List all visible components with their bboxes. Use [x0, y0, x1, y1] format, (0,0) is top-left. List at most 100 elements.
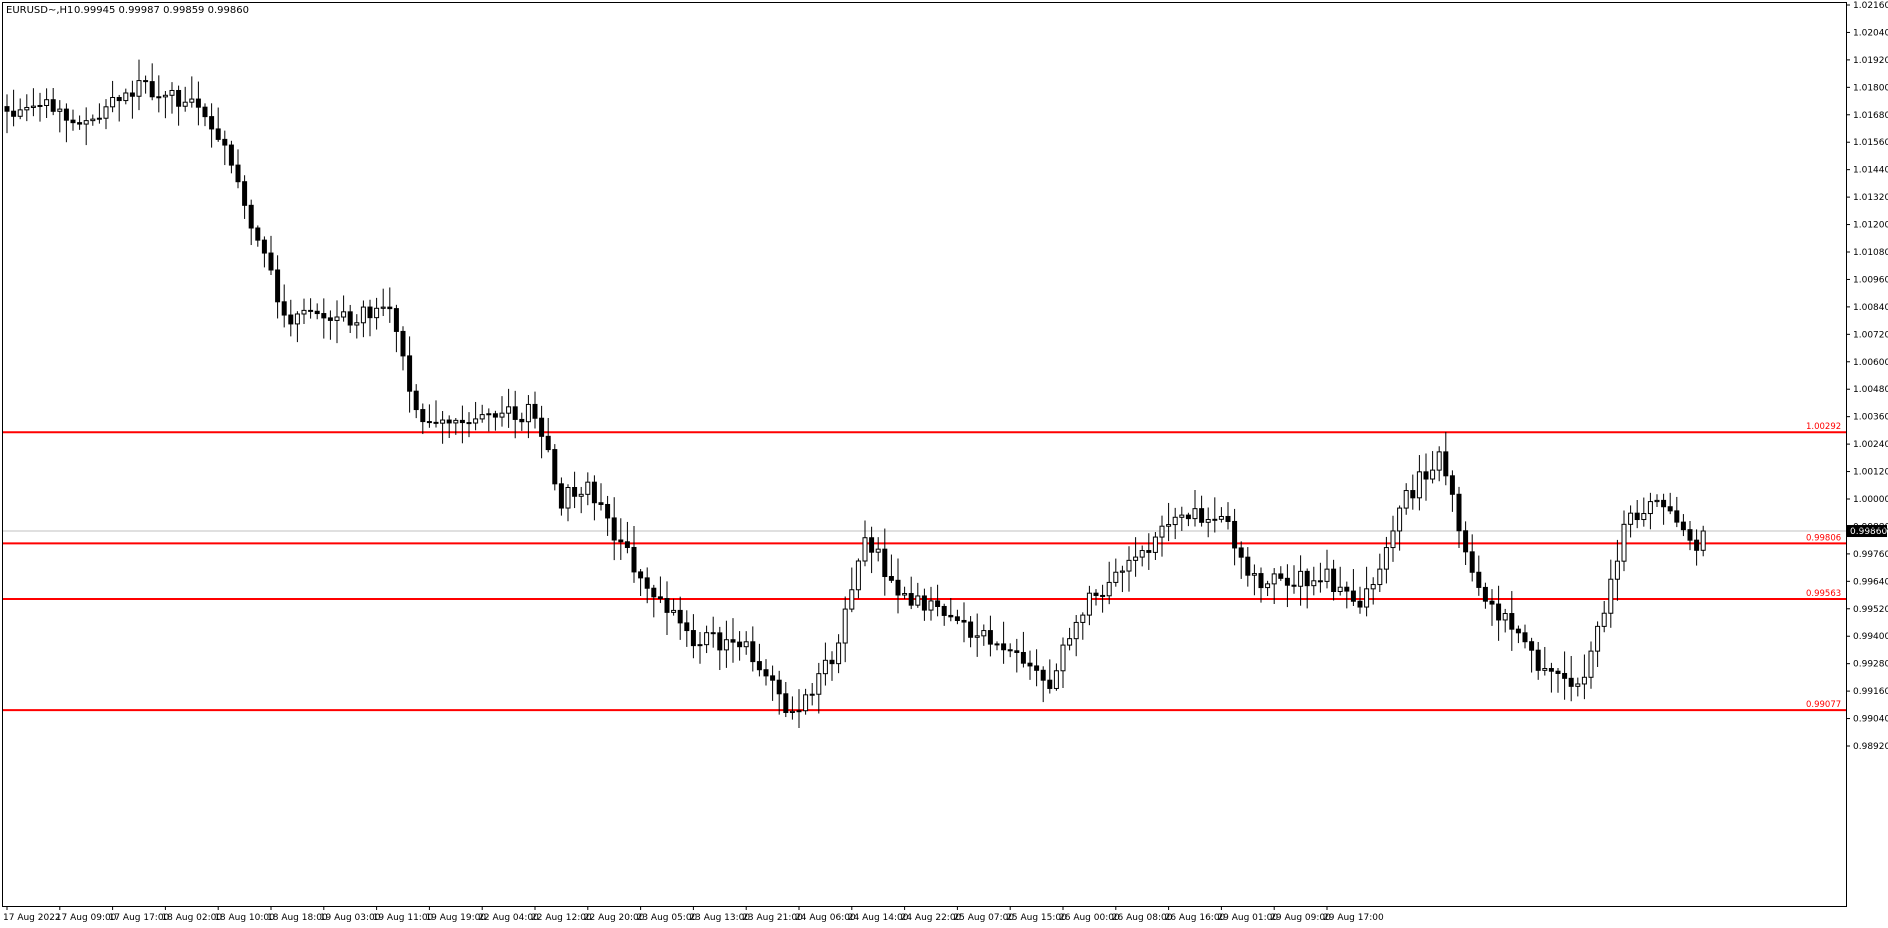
bull-candle[interactable]: [816, 673, 822, 695]
bear-candle[interactable]: [624, 541, 630, 548]
bear-candle[interactable]: [215, 128, 221, 140]
bear-candle[interactable]: [393, 308, 399, 332]
bear-candle[interactable]: [1317, 580, 1323, 583]
bear-candle[interactable]: [968, 621, 974, 638]
bull-candle[interactable]: [1067, 638, 1073, 646]
bear-candle[interactable]: [888, 576, 894, 581]
bear-candle[interactable]: [961, 619, 967, 623]
bull-candle[interactable]: [1390, 530, 1396, 549]
bear-candle[interactable]: [730, 639, 736, 643]
bull-candle[interactable]: [1073, 621, 1079, 640]
bear-candle[interactable]: [1238, 547, 1244, 558]
bear-candle[interactable]: [1040, 669, 1046, 681]
bull-candle[interactable]: [334, 316, 340, 321]
bull-candle[interactable]: [671, 609, 677, 613]
bull-candle[interactable]: [809, 693, 815, 696]
bull-candle[interactable]: [1192, 508, 1198, 520]
bear-candle[interactable]: [4, 106, 10, 112]
bull-candle[interactable]: [136, 80, 142, 97]
bear-candle[interactable]: [11, 110, 17, 117]
bear-candle[interactable]: [605, 503, 611, 519]
bull-candle[interactable]: [994, 643, 1000, 646]
bear-candle[interactable]: [1529, 641, 1535, 651]
bear-candle[interactable]: [1634, 512, 1640, 521]
bull-candle[interactable]: [1166, 524, 1172, 527]
bear-candle[interactable]: [1344, 586, 1350, 592]
bear-candle[interactable]: [1674, 510, 1680, 523]
bear-candle[interactable]: [941, 605, 947, 616]
bull-candle[interactable]: [294, 313, 300, 325]
bull-candle[interactable]: [704, 632, 710, 646]
bull-candle[interactable]: [1502, 613, 1508, 621]
bear-candle[interactable]: [255, 227, 261, 241]
bull-candle[interactable]: [1159, 525, 1165, 538]
bear-candle[interactable]: [281, 301, 287, 316]
bull-candle[interactable]: [96, 117, 102, 120]
bear-candle[interactable]: [1515, 628, 1521, 634]
bear-candle[interactable]: [176, 89, 182, 107]
bear-candle[interactable]: [591, 481, 597, 504]
bull-candle[interactable]: [1205, 518, 1211, 523]
bull-candle[interactable]: [301, 309, 307, 315]
bull-candle[interactable]: [479, 414, 485, 420]
bear-candle[interactable]: [1034, 665, 1040, 671]
bear-candle[interactable]: [710, 632, 716, 635]
bear-candle[interactable]: [1694, 539, 1700, 551]
bull-candle[interactable]: [486, 413, 492, 416]
bull-candle[interactable]: [83, 120, 89, 125]
bull-candle[interactable]: [1337, 586, 1343, 592]
bear-candle[interactable]: [882, 548, 888, 578]
bull-candle[interactable]: [103, 106, 109, 119]
bear-candle[interactable]: [387, 306, 393, 310]
bear-candle[interactable]: [935, 600, 941, 607]
bull-candle[interactable]: [1436, 451, 1442, 471]
bear-candle[interactable]: [1680, 521, 1686, 531]
bear-candle[interactable]: [248, 204, 254, 229]
bear-candle[interactable]: [77, 122, 83, 125]
bear-candle[interactable]: [1449, 475, 1455, 495]
bear-candle[interactable]: [1014, 650, 1020, 653]
bear-candle[interactable]: [1423, 471, 1429, 480]
bull-candle[interactable]: [1581, 676, 1587, 685]
bear-candle[interactable]: [921, 595, 927, 611]
bear-candle[interactable]: [1350, 590, 1356, 602]
bear-candle[interactable]: [954, 616, 960, 621]
bull-candle[interactable]: [875, 548, 881, 553]
bear-candle[interactable]: [327, 317, 333, 321]
bull-candle[interactable]: [855, 560, 861, 591]
bear-candle[interactable]: [532, 403, 538, 419]
bull-candle[interactable]: [1430, 469, 1436, 480]
bull-candle[interactable]: [1403, 490, 1409, 509]
bear-candle[interactable]: [657, 596, 663, 600]
bear-candle[interactable]: [545, 435, 551, 451]
bull-candle[interactable]: [1106, 581, 1112, 597]
bull-candle[interactable]: [453, 419, 459, 424]
bull-candle[interactable]: [974, 635, 980, 638]
bear-candle[interactable]: [776, 679, 782, 695]
bear-candle[interactable]: [1482, 586, 1488, 602]
bear-candle[interactable]: [756, 661, 762, 671]
bull-candle[interactable]: [1212, 518, 1218, 521]
bull-candle[interactable]: [836, 642, 842, 665]
bull-candle[interactable]: [1383, 547, 1389, 570]
bull-candle[interactable]: [1080, 614, 1086, 623]
bear-candle[interactable]: [149, 81, 155, 98]
bear-candle[interactable]: [50, 99, 56, 112]
bear-candle[interactable]: [1225, 515, 1231, 522]
bear-candle[interactable]: [644, 577, 650, 589]
bear-candle[interactable]: [242, 181, 248, 206]
bull-candle[interactable]: [565, 487, 571, 509]
bear-candle[interactable]: [413, 390, 419, 411]
bear-candle[interactable]: [1185, 514, 1191, 520]
bull-candle[interactable]: [1588, 650, 1594, 678]
bear-candle[interactable]: [420, 409, 426, 423]
bear-candle[interactable]: [684, 622, 690, 632]
bear-candle[interactable]: [347, 311, 353, 326]
bull-candle[interactable]: [30, 105, 36, 108]
bear-candle[interactable]: [222, 138, 228, 146]
bear-candle[interactable]: [1199, 508, 1205, 523]
bull-candle[interactable]: [1621, 523, 1627, 562]
bull-candle[interactable]: [849, 589, 855, 610]
bull-candle[interactable]: [123, 92, 129, 102]
